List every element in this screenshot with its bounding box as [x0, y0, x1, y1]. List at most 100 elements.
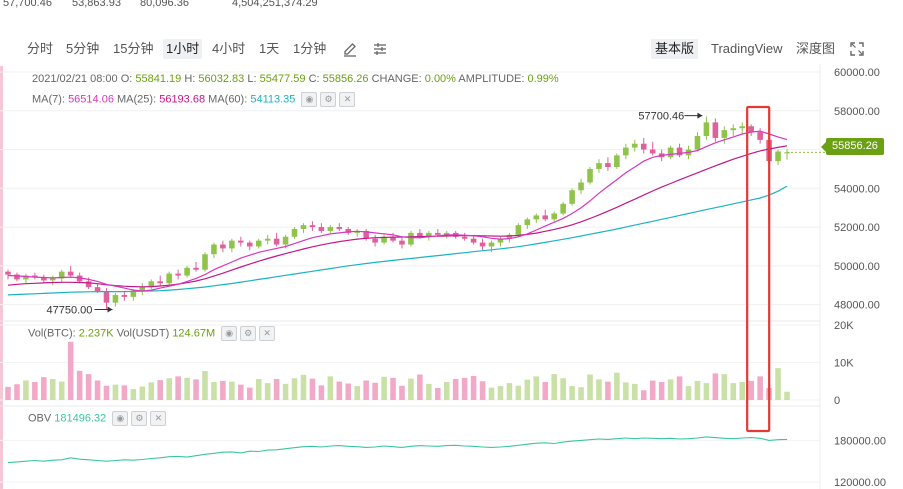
volume-bar — [336, 381, 343, 400]
volume-bar — [94, 380, 101, 400]
ma60-value: 54113.35 — [250, 93, 296, 106]
ma25-line — [7, 145, 788, 288]
volume-tick-label: 10K — [834, 358, 854, 370]
settings-icon[interactable]: ⚙ — [240, 326, 257, 341]
candle-body — [23, 275, 29, 280]
volume-tick-label: 20K — [834, 320, 854, 332]
pencil-icon[interactable] — [342, 41, 358, 57]
indicator-settings-icon[interactable] — [372, 41, 388, 57]
candle-body — [354, 230, 360, 233]
eye-icon[interactable]: ◉ — [301, 92, 318, 107]
tab-15min[interactable]: 15分钟 — [113, 41, 154, 56]
volume-bar — [76, 370, 83, 400]
candle-body — [435, 232, 441, 235]
volume-bar — [632, 383, 638, 400]
ohlc-open-label: O: — [120, 73, 133, 85]
tab-depth-chart[interactable]: 深度图 — [796, 41, 836, 56]
volume-bar — [730, 383, 737, 400]
settings-icon[interactable]: ⚙ — [131, 411, 148, 426]
volume-bar — [220, 380, 226, 400]
volume-bar — [578, 387, 584, 400]
ticker-low: 53,863.93 — [72, 0, 121, 9]
volume-bar — [273, 379, 280, 400]
candle-body — [730, 128, 737, 131]
candle-body — [408, 232, 414, 245]
volume-bar — [345, 383, 352, 400]
volume-bar — [130, 389, 137, 400]
volume-bar — [121, 385, 128, 400]
volume-bar — [694, 380, 701, 400]
candle-body — [497, 238, 504, 243]
candle-body — [112, 294, 119, 303]
volume-bar — [238, 384, 244, 400]
candle-body — [246, 242, 253, 247]
volume-bar — [497, 386, 504, 400]
fullscreen-icon[interactable] — [849, 41, 865, 57]
candle-body — [488, 242, 495, 247]
candle-body — [694, 135, 701, 150]
volume-bar — [148, 382, 155, 400]
candle-body — [667, 147, 674, 158]
ohlc-low-label: L: — [247, 73, 257, 85]
candle-body — [623, 147, 629, 156]
ohlc-change-label: CHANGE: — [371, 73, 422, 85]
close-icon[interactable]: ✕ — [150, 411, 167, 426]
eye-icon[interactable]: ◉ — [221, 326, 238, 341]
volume-bar — [703, 383, 710, 400]
candle-body — [587, 168, 593, 183]
candle-body — [605, 163, 611, 167]
candle-body — [139, 287, 146, 292]
close-icon[interactable]: ✕ — [339, 92, 356, 107]
price-tick-label: 54000.00 — [834, 183, 880, 195]
candle-body — [551, 213, 557, 220]
tab-1hour[interactable]: 1小时 — [163, 39, 203, 59]
candle-body — [739, 126, 746, 129]
tab-tradingview[interactable]: TradingView — [711, 41, 783, 56]
ticker-volume: 80,096.36 — [140, 0, 189, 9]
ma60-line — [7, 185, 788, 296]
volume-bar — [184, 377, 190, 400]
candle-body — [399, 240, 405, 245]
volume-bar — [309, 378, 316, 400]
candle-body — [345, 229, 352, 233]
volume-bar — [175, 376, 181, 400]
last-price-tag: 55856.26 — [821, 138, 884, 155]
close-icon[interactable]: ✕ — [259, 326, 276, 341]
volume-bar — [685, 386, 692, 400]
volume-bar — [246, 387, 253, 400]
candle-body — [506, 234, 513, 239]
volume-bar — [452, 379, 459, 400]
settings-icon[interactable]: ⚙ — [320, 92, 337, 107]
candle-body — [721, 130, 728, 138]
tab-5min[interactable]: 5分钟 — [66, 41, 100, 56]
tab-4hour[interactable]: 4小时 — [212, 41, 246, 56]
obv-tick-label: 180000.00 — [834, 435, 886, 447]
volume-bar — [721, 374, 728, 400]
low-arrow-head — [107, 306, 113, 313]
tab-basic[interactable]: 基本版 — [651, 39, 699, 59]
volume-bar — [49, 379, 56, 400]
volume-bar — [470, 376, 477, 400]
candle-body — [417, 232, 423, 237]
tab-1day[interactable]: 1天 — [259, 41, 280, 56]
candle-body — [291, 229, 298, 237]
candle-body — [309, 225, 316, 228]
volume-bar — [300, 374, 307, 400]
ticker-row: 57,700.46 53,863.93 80,096.36 4,504,251,… — [0, 0, 903, 14]
volume-bar — [640, 390, 647, 400]
tab-timeline[interactable]: 分时 — [27, 41, 54, 56]
eye-icon[interactable]: ◉ — [112, 411, 129, 426]
candle-body — [130, 291, 137, 297]
highlight-box — [746, 105, 771, 433]
ohlc-info: 2021/02/21 08:00 O: 55841.19 H: 56032.83… — [32, 73, 559, 85]
candle-body — [426, 232, 432, 237]
volume-bar — [533, 376, 540, 400]
tab-1min-dropdown[interactable]: 1分钟 — [293, 41, 327, 56]
obv-value: 181496.32 — [54, 412, 107, 425]
volume-bar — [211, 382, 217, 400]
volume-bar — [166, 378, 172, 400]
volume-bar — [551, 374, 557, 400]
volume-bar — [408, 378, 414, 400]
obv-info: OBV 181496.32 ◉ ⚙ ✕ — [28, 411, 167, 426]
candle-body — [363, 230, 369, 239]
